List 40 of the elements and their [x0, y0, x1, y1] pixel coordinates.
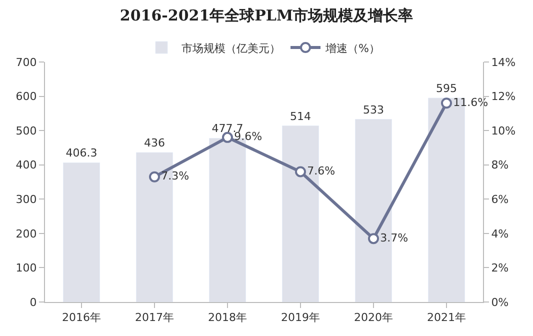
y-tick-label: 700: [16, 56, 37, 69]
point: [441, 98, 452, 109]
data-label: 7.3%: [161, 170, 190, 183]
y2-tick-label: 12%: [491, 90, 516, 104]
data-label: 406.3: [66, 146, 98, 160]
y2-tick-label: 4%: [491, 227, 509, 240]
y-tick-label: 500: [16, 124, 37, 138]
y2-tick-label: 6%: [491, 192, 509, 206]
point: [222, 132, 233, 143]
y2-tick-label: 10%: [491, 124, 516, 138]
y2-tick-label: 8%: [491, 158, 509, 172]
data-label: 436: [144, 136, 165, 150]
point: [295, 166, 306, 178]
y-tick-label: 400: [16, 158, 37, 172]
legend-label: 增速（%）: [324, 42, 380, 55]
data-label: 7.6%: [307, 164, 336, 178]
y-tick-label: 600: [16, 90, 37, 104]
x-tick-label: 2020年: [354, 311, 393, 324]
point: [149, 171, 160, 182]
x-tick-label: 2019年: [281, 311, 320, 324]
y-tick-label: 0: [30, 296, 37, 309]
chart-title: 2016-2021年全球PLM市场规模及增长率: [120, 6, 414, 25]
y-tick-label: 200: [16, 227, 37, 240]
y2-tick-label: 2%: [491, 262, 509, 275]
bar: [63, 162, 100, 302]
y-tick-label: 100: [16, 262, 37, 275]
y2-tick-label: 14%: [491, 56, 516, 69]
x-tick-label: 2018年: [208, 311, 247, 324]
y2-tick-label: 0%: [491, 296, 509, 309]
x-tick-label: 2016年: [62, 311, 101, 324]
y-tick-label: 300: [16, 192, 37, 206]
data-label: 3.7%: [380, 231, 408, 244]
data-label: 533: [363, 103, 384, 116]
x-tick-label: 2017年: [135, 311, 174, 324]
data-label: 514: [290, 110, 311, 123]
legend-label: 市场规模（亿美元）: [182, 42, 280, 55]
point: [368, 233, 379, 244]
data-label: 595: [436, 82, 457, 95]
x-tick-label: 2021年: [427, 311, 466, 324]
data-label: 11.6%: [453, 96, 488, 109]
